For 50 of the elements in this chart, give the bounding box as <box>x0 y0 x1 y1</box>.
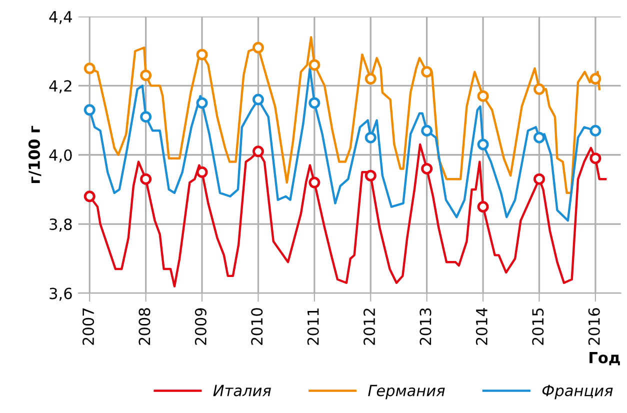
y-tick-label: 3,6 <box>50 288 72 301</box>
x-tick-label: 2016 <box>588 308 600 345</box>
point <box>140 111 152 123</box>
x-tick-label: 2009 <box>194 308 206 345</box>
point <box>590 124 602 136</box>
legend-label: Германия <box>368 384 445 400</box>
point <box>533 173 545 185</box>
x-tick-label: 2007 <box>82 308 94 345</box>
point <box>590 73 602 85</box>
x-tick-label: 2015 <box>532 308 544 345</box>
point <box>84 104 96 116</box>
y-axis-title: г/100 г <box>28 126 42 183</box>
point <box>252 146 264 158</box>
point <box>421 124 433 136</box>
y-tick-label: 4,4 <box>49 11 72 24</box>
point <box>364 132 376 144</box>
point <box>364 73 376 85</box>
point <box>533 132 545 144</box>
point <box>84 190 96 202</box>
x-tick-label: 2014 <box>476 308 488 345</box>
point <box>252 42 264 54</box>
x-tick-label: 2008 <box>138 308 150 345</box>
point <box>196 48 208 60</box>
point <box>308 59 320 71</box>
point <box>308 176 320 188</box>
point <box>477 90 489 102</box>
x-tick-label: 2010 <box>251 308 263 345</box>
point <box>140 173 152 185</box>
point <box>252 94 264 106</box>
point <box>477 201 489 213</box>
point <box>84 62 96 74</box>
x-tick-label: 2013 <box>420 308 432 345</box>
point <box>421 162 433 174</box>
legend-label: Италия <box>213 384 271 396</box>
point <box>421 66 433 78</box>
point <box>196 166 208 178</box>
point <box>533 83 545 95</box>
y-tick-label: 4,0 <box>49 149 72 162</box>
point <box>477 138 489 150</box>
x-axis-title: Год <box>590 352 620 366</box>
legend-label: Франция <box>542 384 613 400</box>
point <box>590 152 602 164</box>
point <box>140 70 152 82</box>
point <box>308 97 320 109</box>
x-tick-label: 2012 <box>364 308 376 345</box>
y-tick-label: 4,2 <box>49 80 72 94</box>
point <box>364 170 376 182</box>
x-tick-label: 2011 <box>307 308 319 345</box>
point <box>196 97 208 109</box>
y-tick-label: 3,8 <box>50 218 72 232</box>
